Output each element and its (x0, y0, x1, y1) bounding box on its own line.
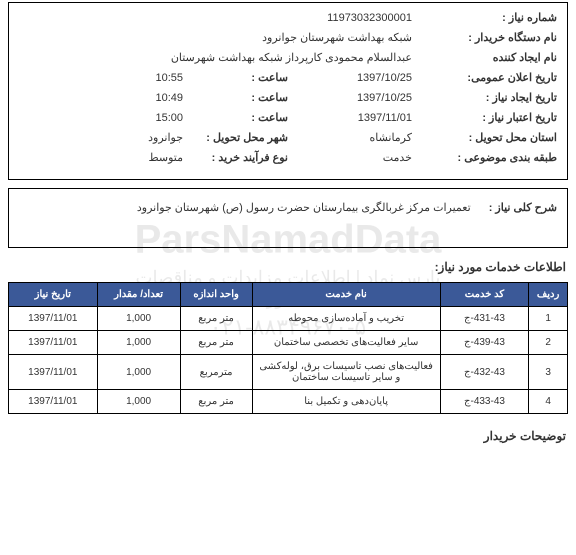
create-date-value: 1397/10/25 (357, 92, 437, 104)
delivery-city-label: شهر محل تحویل : (193, 131, 288, 144)
valid-time-label: ساعت : (193, 111, 288, 124)
valid-time-value: 15:00 (155, 112, 193, 124)
th-date: تاریخ نیاز (9, 283, 98, 307)
td-date: 1397/11/01 (9, 331, 98, 355)
buyer-org-label: نام دستگاه خریدار : (437, 31, 557, 44)
public-date-label: تاریخ اعلان عمومی: (437, 71, 557, 84)
td-code: 431-43-ج (440, 307, 529, 331)
td-qty: 1,000 (97, 390, 180, 414)
table-row: 1431-43-جتخریب و آماده‌سازی محوطهمتر مرب… (9, 307, 568, 331)
create-date-label: تاریخ ایجاد نیاز : (437, 91, 557, 104)
th-code: کد خدمت (440, 283, 529, 307)
public-date-value: 1397/10/25 (357, 72, 437, 84)
td-name: سایر فعالیت‌های تخصصی ساختمان (252, 331, 440, 355)
td-unit: متر مربع (180, 390, 252, 414)
td-unit: متر مربع (180, 307, 252, 331)
td-unit: مترمربع (180, 355, 252, 390)
td-name: پایان‌دهی و تکمیل بنا (252, 390, 440, 414)
table-row: 4433-43-جپایان‌دهی و تکمیل بنامتر مربع1,… (9, 390, 568, 414)
create-time-label: ساعت : (193, 91, 288, 104)
td-row: 2 (529, 331, 568, 355)
description-value: تعمیرات مرکز غربالگری بیمارستان حضرت رسو… (137, 202, 486, 214)
services-section-title: اطلاعات خدمات مورد نیاز: (10, 260, 566, 274)
category-value: خدمت (383, 151, 437, 164)
td-date: 1397/11/01 (9, 307, 98, 331)
td-unit: متر مربع (180, 331, 252, 355)
td-row: 3 (529, 355, 568, 390)
public-time-value: 10:55 (155, 72, 193, 84)
td-name: تخریب و آماده‌سازی محوطه (252, 307, 440, 331)
td-row: 4 (529, 390, 568, 414)
header-info-box: شماره نیاز : 11973032300001 نام دستگاه خ… (8, 2, 568, 180)
td-row: 1 (529, 307, 568, 331)
delivery-city-value: جوانرود (148, 131, 193, 144)
table-row: 3432-43-جفعالیت‌های نصب تاسیسات برق، لول… (9, 355, 568, 390)
valid-date-value: 1397/11/01 (358, 112, 437, 124)
create-time-value: 10:49 (155, 92, 193, 104)
th-unit: واحد اندازه (180, 283, 252, 307)
td-qty: 1,000 (97, 307, 180, 331)
th-name: نام خدمت (252, 283, 440, 307)
proc-type-value: متوسط (148, 151, 193, 164)
td-qty: 1,000 (97, 355, 180, 390)
td-code: 433-43-ج (440, 390, 529, 414)
td-code: 439-43-ج (440, 331, 529, 355)
delivery-prov-value: کرمانشاه (369, 131, 437, 144)
table-header-row: ردیف کد خدمت نام خدمت واحد اندازه تعداد/… (9, 283, 568, 307)
description-box: شرح کلی نیاز : تعمیرات مرکز غربالگری بیم… (8, 188, 568, 248)
req-number-label: شماره نیاز : (437, 11, 557, 24)
td-name: فعالیت‌های نصب تاسیسات برق، لوله‌کشی و س… (252, 355, 440, 390)
valid-date-label: تاریخ اعتبار نیاز : (437, 111, 557, 124)
delivery-prov-label: استان محل تحویل : (437, 131, 557, 144)
services-table: ردیف کد خدمت نام خدمت واحد اندازه تعداد/… (8, 282, 568, 414)
td-date: 1397/11/01 (9, 390, 98, 414)
req-number-value: 11973032300001 (327, 12, 437, 24)
proc-type-label: نوع فرآیند خرید : (193, 151, 288, 164)
buyer-notes-label: توضیحات خریدار (10, 429, 566, 443)
category-label: طبقه بندی موضوعی : (437, 151, 557, 164)
th-row: ردیف (529, 283, 568, 307)
td-date: 1397/11/01 (9, 355, 98, 390)
td-code: 432-43-ج (440, 355, 529, 390)
td-qty: 1,000 (97, 331, 180, 355)
table-row: 2439-43-جسایر فعالیت‌های تخصصی ساختمانمت… (9, 331, 568, 355)
description-label: شرح کلی نیاز : (489, 202, 557, 214)
public-time-label: ساعت : (193, 71, 288, 84)
th-qty: تعداد/ مقدار (97, 283, 180, 307)
buyer-org-value: شبکه بهداشت شهرستان جوانرود (262, 31, 437, 44)
creator-label: نام ایجاد کننده (437, 51, 557, 64)
creator-value: عبدالسلام محمودی کارپرداز شبکه بهداشت شه… (171, 51, 437, 64)
